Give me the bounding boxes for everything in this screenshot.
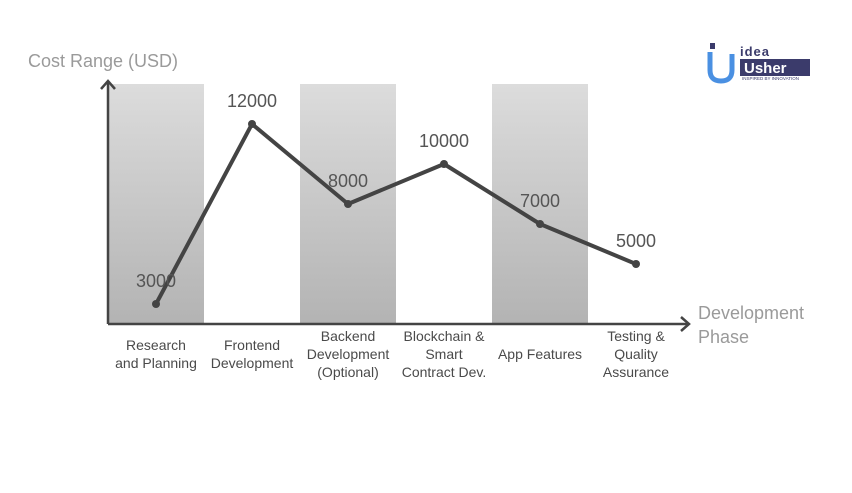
category-label-2-line-0: Backend [321, 328, 375, 344]
category-label-3-line-0: Blockchain & [404, 328, 486, 344]
series-line [154, 122, 637, 305]
category-label-5-line-1: Quality [614, 346, 658, 362]
data-label-1: 12000 [227, 91, 277, 111]
data-point-0 [152, 300, 160, 308]
logo-i-dot [710, 43, 715, 49]
cost-series: 3000 12000 8000 10000 7000 5000 [136, 91, 656, 308]
data-point-3 [440, 160, 448, 168]
data-label-2: 8000 [328, 171, 368, 191]
x-axis-title-line-2: Phase [698, 327, 749, 347]
category-label-4-line-0: App Features [498, 346, 582, 362]
data-label-5: 5000 [616, 231, 656, 251]
category-label-2-line-1: Development [307, 346, 390, 362]
idea-usher-logo: idea Usher INSPIRED BY INNOVATION [707, 43, 810, 84]
category-label-5-line-0: Testing & [607, 328, 665, 344]
data-point-4 [536, 220, 544, 228]
category-label-1-line-0: Frontend [224, 337, 280, 353]
category-label-5: Testing & Quality Assurance [603, 328, 669, 380]
logo-tagline: INSPIRED BY INNOVATION [742, 76, 799, 81]
data-point-2 [344, 200, 352, 208]
category-label-2-line-2: (Optional) [317, 364, 378, 380]
data-point-1 [248, 120, 256, 128]
y-axis-title: Cost Range (USD) [28, 51, 178, 71]
x-axis-arrow [680, 316, 691, 332]
data-label-0: 3000 [136, 271, 176, 291]
category-band-0 [108, 84, 204, 324]
category-label-3-line-2: Contract Dev. [402, 364, 487, 380]
x-axis-title-line-1: Development [698, 303, 804, 323]
category-label-2: Backend Development (Optional) [307, 328, 390, 380]
data-point-5 [632, 260, 640, 268]
axes [100, 79, 691, 332]
y-axis-arrow [100, 79, 116, 90]
category-label-0-line-0: Research [126, 337, 186, 353]
category-label-1: Frontend Development [211, 337, 294, 371]
data-label-3: 10000 [419, 131, 469, 151]
category-label-4: App Features [498, 346, 582, 362]
category-label-0: Research and Planning [115, 337, 197, 371]
logo-u-shape [707, 52, 735, 84]
category-label-3-line-1: Smart [425, 346, 462, 362]
category-label-5-line-2: Assurance [603, 364, 669, 380]
logo-line-2: Usher [744, 60, 787, 77]
data-label-4: 7000 [520, 191, 560, 211]
category-label-0-line-1: and Planning [115, 355, 197, 371]
logo-banner [740, 59, 810, 76]
logo-line-1: idea [740, 44, 770, 59]
category-label-1-line-1: Development [211, 355, 294, 371]
x-axis-title: Development Phase [698, 303, 809, 347]
category-label-3: Blockchain & Smart Contract Dev. [402, 328, 487, 380]
